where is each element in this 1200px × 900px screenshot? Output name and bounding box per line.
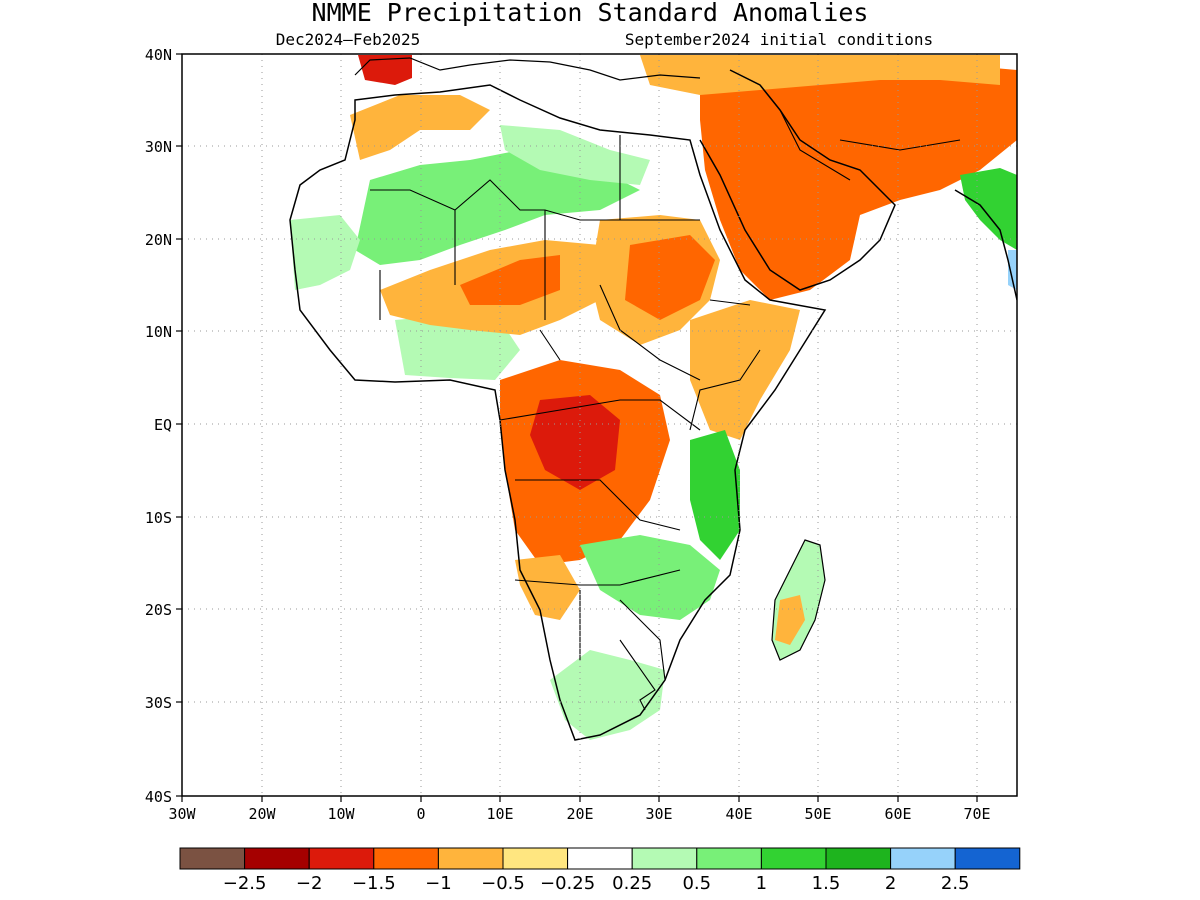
initial-conditions-label: September2024 initial conditions xyxy=(625,30,933,49)
colorbar-label: −1 xyxy=(425,873,452,894)
colorbar-labels: −2.5 −2 −1.5 −1 −0.5 −0.25 0.25 0.5 1 1.5 2 2.5 xyxy=(223,873,970,894)
map-frame xyxy=(181,53,1018,797)
colorbar-label: −1.5 xyxy=(352,873,396,894)
colorbar-label: 1 xyxy=(756,873,767,894)
anomaly-region-sahara-wet xyxy=(355,150,640,265)
lon-label: 10W xyxy=(327,805,355,823)
lon-label: 30E xyxy=(645,805,672,823)
lon-label: 10E xyxy=(486,805,513,823)
colorbar-label: 0.25 xyxy=(612,873,652,894)
lat-label: 40S xyxy=(145,788,172,806)
colorbar-swatch xyxy=(437,847,504,870)
colorbar-swatch xyxy=(373,847,439,870)
period-label: Dec2024–Feb2025 xyxy=(276,30,421,49)
lon-label: 60E xyxy=(884,805,911,823)
anomaly-region-west-africa-wet xyxy=(290,215,360,290)
anomaly-region-northwest-dry xyxy=(350,95,490,160)
lon-label: 0 xyxy=(416,805,425,823)
lat-label: 10S xyxy=(145,509,172,527)
colorbar-label: −2.5 xyxy=(223,873,267,894)
anomaly-region-north-africa-wet xyxy=(500,125,650,185)
lat-label: 20N xyxy=(145,231,172,249)
anomaly-region-iberia-dry xyxy=(358,55,412,85)
latitude-labels: 40N 30N 20N 10N EQ 10S 20S 30S 40S xyxy=(145,46,172,806)
lat-label: 10N xyxy=(145,323,172,341)
colorbar xyxy=(179,847,1021,870)
coastline-europe xyxy=(354,57,701,81)
colorbar-swatch xyxy=(567,847,633,870)
lon-label: 50E xyxy=(804,805,831,823)
colorbar-swatch xyxy=(825,847,892,870)
anomaly-region-east-africa-wet xyxy=(690,430,740,560)
colorbar-swatch xyxy=(179,847,246,870)
lon-label: 20E xyxy=(566,805,593,823)
lon-label: 20W xyxy=(248,805,276,823)
anomaly-region-congo-dry-core xyxy=(530,395,620,490)
colorbar-label: −2 xyxy=(296,873,323,894)
country-borders xyxy=(370,109,961,711)
tick-marks xyxy=(176,53,978,802)
map-plot-area xyxy=(182,54,1017,796)
coastline-arabia xyxy=(699,69,896,291)
colorbar-label: −0.5 xyxy=(481,873,525,894)
lat-label: 30N xyxy=(145,138,172,156)
colorbar-swatch xyxy=(890,847,956,870)
lat-lon-grid xyxy=(182,54,1017,796)
lon-label: 40E xyxy=(725,805,752,823)
map-title: NMME Precipitation Standard Anomalies xyxy=(312,0,869,27)
colorbar-swatch xyxy=(631,847,698,870)
lat-label: 30S xyxy=(145,694,172,712)
coastline xyxy=(289,84,827,741)
coastline-india xyxy=(954,189,1017,301)
colorbar-label: 1.5 xyxy=(812,873,841,894)
longitude-labels: 30W 20W 10W 0 10E 20E 30E 40E 50E 60E 70… xyxy=(168,805,990,823)
lat-label: 20S xyxy=(145,601,172,619)
anomaly-region-horn-dry xyxy=(690,300,800,440)
lon-label: 70E xyxy=(963,805,990,823)
anomaly-region-india-very-wet xyxy=(1008,250,1017,290)
colorbar-swatch xyxy=(502,847,569,870)
lat-label: 40N xyxy=(145,46,172,64)
anomaly-region-sudan-dry-core xyxy=(625,235,715,320)
colorbar-swatch xyxy=(760,847,827,870)
colorbar-label: 2.5 xyxy=(941,873,970,894)
anomaly-region-sahel-dry-core xyxy=(460,255,560,305)
anomaly-region-middle-east-dry xyxy=(700,65,1017,300)
colorbar-swatch xyxy=(244,847,310,870)
colorbar-label: 0.5 xyxy=(682,873,711,894)
colorbar-swatch xyxy=(954,847,1021,870)
colorbar-swatch xyxy=(308,847,375,870)
lat-label: EQ xyxy=(154,416,172,434)
colorbar-label: −0.25 xyxy=(540,873,595,894)
colorbar-label: 2 xyxy=(885,873,896,894)
anomaly-region-mediterranean-dry xyxy=(640,55,1000,95)
anomaly-region-madagascar-dry xyxy=(775,595,805,645)
anomaly-region-india-wet xyxy=(960,168,1017,250)
anomaly-region-southwest-dry xyxy=(515,555,580,620)
colorbar-swatch xyxy=(696,847,762,870)
lon-label: 30W xyxy=(168,805,196,823)
